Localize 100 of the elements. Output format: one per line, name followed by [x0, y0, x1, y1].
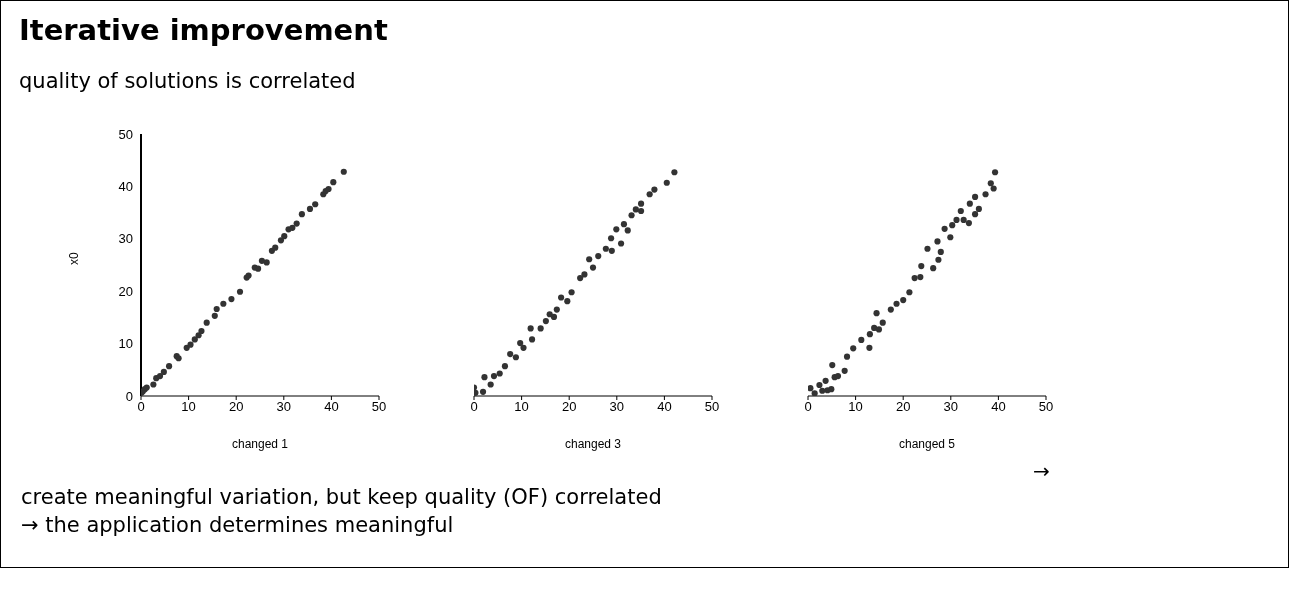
point — [941, 225, 948, 232]
y-tick-label: 20 — [118, 283, 133, 299]
point — [987, 180, 994, 187]
point — [966, 200, 973, 207]
point — [917, 273, 924, 281]
point — [971, 211, 979, 218]
point — [340, 168, 347, 175]
point — [811, 390, 818, 396]
point — [971, 193, 979, 200]
point — [957, 207, 964, 215]
point — [263, 259, 270, 266]
point — [220, 300, 227, 307]
point — [663, 179, 670, 186]
point — [281, 233, 288, 240]
point — [298, 211, 305, 218]
point — [187, 341, 194, 348]
point — [834, 373, 842, 380]
point — [203, 319, 210, 326]
point — [613, 226, 620, 233]
x-axis-title: changed 3 — [564, 437, 622, 451]
point — [866, 344, 873, 351]
text: → — [1033, 459, 1050, 483]
text: create meaningful variation, but keep quality (OF) correlated — [21, 485, 662, 509]
chart-title: Iterative improvement — [19, 13, 388, 47]
point — [937, 248, 944, 255]
x-axis-title: changed 5 — [898, 437, 956, 451]
point — [924, 245, 931, 252]
point — [589, 264, 597, 271]
point — [918, 262, 925, 270]
point — [991, 169, 999, 176]
x-tick-label: 50 — [371, 399, 387, 415]
point — [306, 205, 314, 213]
point — [617, 240, 625, 247]
x-tick-label: 20 — [895, 399, 911, 415]
point — [828, 386, 835, 393]
point — [900, 297, 907, 304]
point — [277, 237, 285, 244]
x-tick-label: 20 — [561, 399, 577, 415]
point — [935, 256, 942, 263]
point — [487, 381, 494, 388]
point — [829, 362, 836, 369]
x-tick-label: 50 — [704, 399, 720, 415]
point — [632, 206, 639, 213]
x-tick-label: 0 — [804, 399, 812, 415]
point — [255, 265, 262, 272]
point — [822, 377, 829, 384]
point — [160, 368, 167, 375]
point — [527, 325, 534, 332]
point — [553, 306, 560, 313]
point — [517, 339, 524, 347]
y-tick-label: 30 — [118, 231, 133, 247]
point — [150, 381, 157, 388]
y-tick-label: 50 — [118, 126, 133, 142]
point — [906, 289, 913, 296]
point — [873, 310, 880, 317]
point — [949, 222, 956, 229]
point — [474, 389, 479, 396]
x-tick-label: 10 — [848, 399, 863, 415]
point — [479, 388, 487, 395]
x-tick-label: 30 — [943, 399, 959, 415]
x-tick-label: 0 — [137, 399, 145, 415]
point — [198, 327, 205, 335]
point — [542, 317, 549, 325]
point — [558, 294, 565, 301]
point — [289, 224, 296, 231]
point — [528, 336, 536, 343]
point — [646, 191, 653, 198]
x-tick-label: 40 — [991, 399, 1006, 415]
point — [258, 257, 265, 264]
point — [982, 191, 989, 198]
point — [272, 244, 279, 251]
point — [858, 336, 865, 344]
point — [490, 373, 498, 380]
point — [620, 221, 628, 228]
point — [602, 245, 609, 252]
point — [577, 275, 584, 282]
point — [843, 353, 851, 360]
point — [330, 179, 337, 186]
point — [953, 216, 960, 224]
point — [195, 332, 202, 339]
point — [871, 324, 878, 331]
point — [887, 306, 894, 313]
y-tick-label: 10 — [118, 336, 133, 352]
y-tick-label: 0 — [125, 388, 133, 404]
point — [628, 212, 635, 219]
point — [595, 253, 602, 260]
point — [520, 344, 527, 351]
text: → the application determines meaningful — [21, 513, 454, 537]
point — [841, 367, 848, 374]
point — [893, 300, 900, 307]
x-axis-title: changed 1 — [231, 437, 289, 451]
point — [586, 256, 593, 263]
point — [608, 247, 615, 254]
x-tick-label: 10 — [181, 399, 196, 415]
point — [637, 207, 645, 215]
y-axis-title: x0 — [67, 252, 82, 265]
point — [875, 326, 883, 333]
point — [608, 235, 615, 242]
point — [211, 312, 218, 319]
point — [651, 186, 658, 193]
